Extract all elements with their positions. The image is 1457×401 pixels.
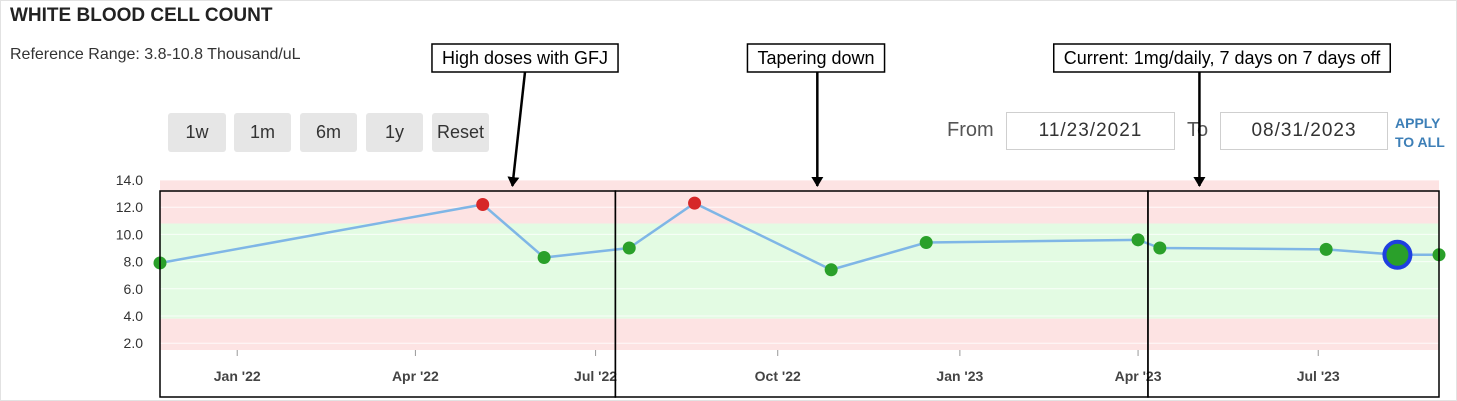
to-date-input[interactable] <box>1220 112 1388 150</box>
y-tick-label: 2.0 <box>124 335 144 351</box>
x-tick-label: Jul '22 <box>574 368 617 384</box>
data-point <box>537 251 551 265</box>
range-1m-button[interactable]: 1m <box>234 113 291 152</box>
data-point-high <box>688 196 702 210</box>
range-1y-button[interactable]: 1y <box>366 113 423 152</box>
annotation-label-box <box>746 43 886 73</box>
data-point <box>824 263 838 277</box>
annotation-label-box <box>431 43 619 73</box>
annotation-text: Tapering down <box>757 48 874 68</box>
x-tick-label: Apr '23 <box>1115 368 1162 384</box>
apply-to-all-line1: APPLY <box>1395 115 1441 131</box>
x-tick-label: Jul '23 <box>1297 368 1340 384</box>
range-6m-button[interactable]: 6m <box>300 113 357 152</box>
reference-range-label: Reference Range: 3.8-10.8 Thousand/uL <box>10 46 301 63</box>
data-point <box>1131 233 1145 247</box>
annotation-region-box <box>1147 190 1440 398</box>
y-tick-label: 12.0 <box>116 199 143 215</box>
wbc-series-line <box>159 201 1439 272</box>
y-tick-label: 4.0 <box>124 308 144 324</box>
x-tick-label: Apr '22 <box>392 368 439 384</box>
range-1w-button[interactable]: 1w <box>168 113 226 152</box>
y-tick-label: 14.0 <box>116 172 143 188</box>
x-tick-label: Jan '23 <box>936 368 983 384</box>
y-tick-label: 8.0 <box>124 254 144 270</box>
annotation-label-box <box>1052 43 1392 73</box>
normal-range-band <box>160 223 1439 319</box>
apply-to-all-link[interactable]: APPLY TO ALL <box>1395 114 1445 152</box>
chart-title: WHITE BLOOD CELL COUNT <box>10 5 273 26</box>
annotation-text: Current: 1mg/daily, 7 days on 7 days off <box>1064 48 1382 68</box>
x-tick-label: Oct '22 <box>755 368 801 384</box>
to-label: To <box>1187 119 1209 141</box>
y-tick-label: 6.0 <box>124 281 144 297</box>
y-tick-label: 10.0 <box>116 226 143 242</box>
selected-data-point <box>1382 239 1413 270</box>
data-point <box>919 236 933 250</box>
range-reset-button[interactable]: Reset <box>432 113 489 152</box>
data-point <box>1153 241 1167 255</box>
data-point <box>622 241 636 255</box>
data-point-high <box>476 197 490 211</box>
annotation-text: High doses with GFJ <box>442 48 608 68</box>
data-point <box>1319 242 1333 256</box>
apply-to-all-line2: TO ALL <box>1395 134 1445 150</box>
low-range-band <box>160 318 1439 350</box>
high-range-band <box>160 180 1439 224</box>
x-tick-label: Jan '22 <box>214 368 261 384</box>
from-label: From <box>947 119 994 141</box>
from-date-input[interactable] <box>1006 112 1175 150</box>
annotation-arrow <box>507 71 527 187</box>
